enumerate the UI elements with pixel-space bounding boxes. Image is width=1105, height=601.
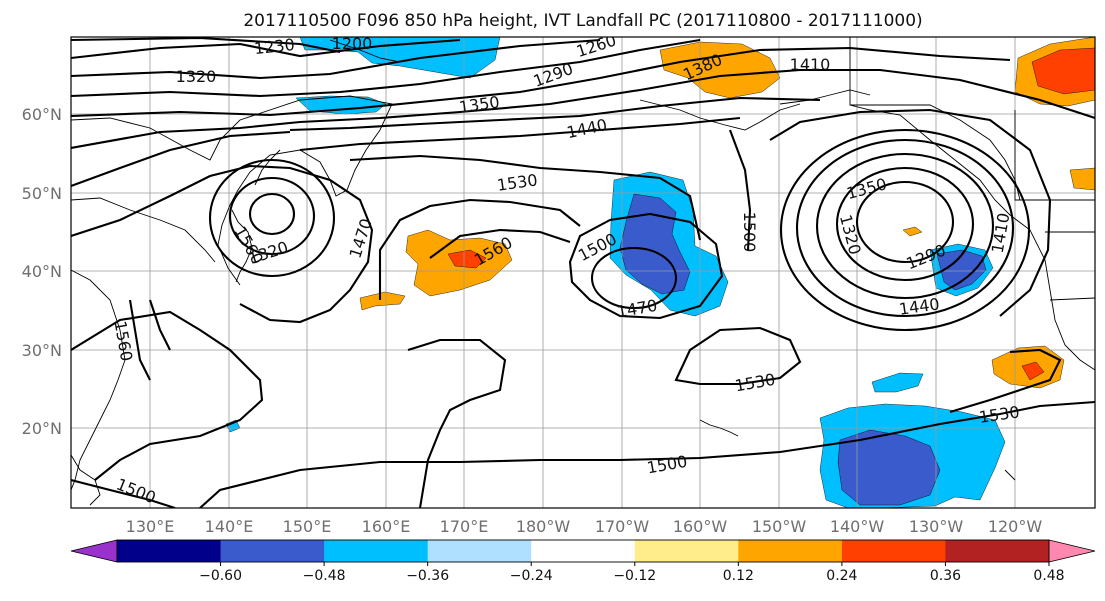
- colorbar-segment: [220, 540, 325, 562]
- pos-region-bc: [1069, 167, 1095, 191]
- colorbar-tick-label: −0.36: [406, 568, 449, 584]
- colorbar-tick-label: 0.12: [723, 568, 754, 584]
- colorbar-tick-label: −0.12: [613, 568, 656, 584]
- lat-label: 50°N: [22, 184, 62, 203]
- pos-region-bering: [659, 41, 781, 99]
- coastlines: [71, 37, 1095, 506]
- lon-label: 120°W: [988, 517, 1043, 536]
- lon-label: 160°E: [362, 517, 411, 536]
- lat-label: 40°N: [22, 262, 62, 281]
- pos-region-tiny: [902, 226, 923, 237]
- colorbar: −0.60 −0.48 −0.36 −0.24 −0.12 0.12 0.24 0.36 0.4…: [70, 539, 1096, 584]
- colorbar-tick-label: 0.48: [1033, 568, 1064, 584]
- pos-region-small-a: [359, 291, 406, 311]
- colorbar-segment: [531, 540, 636, 562]
- lon-label: 150°E: [283, 517, 332, 536]
- map-panel: 1230 1200 1260 1290 1320 1380 1410 1350 …: [71, 34, 1095, 508]
- neg-region-hawaii: [871, 372, 924, 393]
- height-contours: [71, 37, 1095, 508]
- longitude-axis: 130°E 140°E 150°E 160°E 170°E 180°W 170°…: [126, 517, 1043, 536]
- figure-title: 2017110500 F096 850 hPa height, IVT Land…: [243, 11, 922, 31]
- colorbar-left-extension: [70, 539, 118, 563]
- lon-label: 130°W: [909, 517, 964, 536]
- lon-label: 170°W: [595, 517, 650, 536]
- pos-core-alaska: [1031, 47, 1095, 95]
- colorbar-tick-label: −0.48: [303, 568, 346, 584]
- lat-label: 60°N: [22, 105, 62, 124]
- colorbar-segment: [945, 540, 1050, 562]
- lon-label: 140°W: [830, 517, 885, 536]
- lat-label: 20°N: [22, 419, 62, 438]
- colorbar-segment: [738, 540, 843, 562]
- colorbar-tick-label: −0.60: [199, 568, 242, 584]
- colorbar-segment: [324, 540, 429, 562]
- lon-label: 170°E: [440, 517, 489, 536]
- pos-core-westpac: [447, 249, 487, 269]
- colorbar-segment: [427, 540, 532, 562]
- lat-label: 30°N: [22, 341, 62, 360]
- map-frame: [70, 36, 1096, 509]
- neg-region-north: [299, 37, 501, 79]
- colorbar-tick-label: 0.24: [826, 568, 857, 584]
- pos-core-baja: [1021, 361, 1045, 381]
- lon-label: 160°W: [673, 517, 728, 536]
- latitude-axis: 60°N 50°N 40°N 30°N 20°N: [22, 105, 62, 438]
- colorbar-frame: [116, 539, 1050, 563]
- colorbar-right-extension: [1048, 539, 1096, 563]
- colorbar-tick-label: −0.24: [510, 568, 553, 584]
- colorbar-tick-label: 0.36: [930, 568, 961, 584]
- contour-label: 1230: [253, 35, 295, 58]
- lon-label: 130°E: [126, 517, 175, 536]
- contour-label: 1410: [790, 55, 831, 74]
- lon-label: 180°W: [516, 517, 571, 536]
- contour-label: 1500: [740, 212, 759, 253]
- colorbar-segment: [841, 540, 946, 562]
- contour-label: 1320: [176, 67, 217, 86]
- lon-label: 140°E: [205, 517, 254, 536]
- colorbar-segment: [634, 540, 739, 562]
- colorbar-segment: [117, 540, 222, 562]
- contour-label: 1200: [332, 34, 373, 53]
- lon-label: 150°W: [752, 517, 807, 536]
